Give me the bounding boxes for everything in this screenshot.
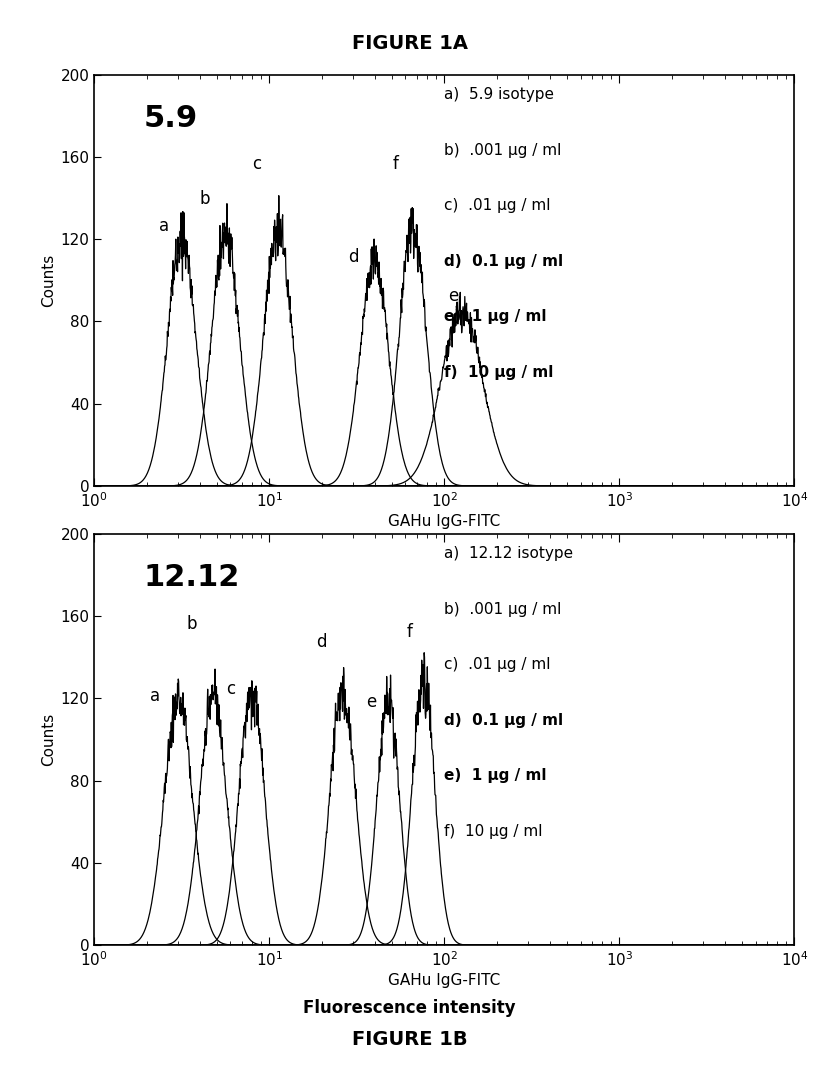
Text: a)  5.9 isotype: a) 5.9 isotype: [444, 88, 554, 103]
X-axis label: GAHu IgG-FITC: GAHu IgG-FITC: [388, 514, 500, 529]
Text: FIGURE 1B: FIGURE 1B: [351, 1030, 468, 1049]
Text: e: e: [448, 287, 458, 305]
Text: b: b: [199, 190, 210, 208]
Text: b)  .001 μg / ml: b) .001 μg / ml: [444, 143, 562, 158]
Text: e)  1 μg / ml: e) 1 μg / ml: [444, 309, 547, 324]
Text: c: c: [252, 156, 261, 173]
Text: a)  12.12 isotype: a) 12.12 isotype: [444, 547, 573, 562]
Text: f)  10 μg / ml: f) 10 μg / ml: [444, 364, 554, 379]
Text: d: d: [316, 633, 327, 651]
Y-axis label: Counts: Counts: [41, 713, 57, 766]
Text: a: a: [151, 687, 161, 705]
Text: f: f: [392, 156, 398, 173]
Text: c: c: [226, 680, 235, 698]
Text: e: e: [365, 693, 376, 711]
X-axis label: GAHu IgG-FITC: GAHu IgG-FITC: [388, 973, 500, 988]
Text: 5.9: 5.9: [143, 104, 197, 132]
Text: d)  0.1 μg / ml: d) 0.1 μg / ml: [444, 253, 563, 269]
Text: b)  .001 μg / ml: b) .001 μg / ml: [444, 602, 562, 617]
Text: d)  0.1 μg / ml: d) 0.1 μg / ml: [444, 712, 563, 728]
Y-axis label: Counts: Counts: [41, 254, 57, 307]
Text: FIGURE 1A: FIGURE 1A: [351, 34, 468, 53]
Text: d: d: [348, 248, 359, 266]
Text: c)  .01 μg / ml: c) .01 μg / ml: [444, 658, 551, 673]
Text: c)  .01 μg / ml: c) .01 μg / ml: [444, 199, 551, 214]
Text: b: b: [187, 615, 197, 632]
Text: f)  10 μg / ml: f) 10 μg / ml: [444, 823, 543, 838]
Text: a: a: [159, 217, 170, 235]
Text: e)  1 μg / ml: e) 1 μg / ml: [444, 768, 547, 783]
Text: f: f: [406, 623, 412, 641]
Text: 12.12: 12.12: [143, 563, 240, 592]
Text: Fluorescence intensity: Fluorescence intensity: [303, 999, 516, 1017]
